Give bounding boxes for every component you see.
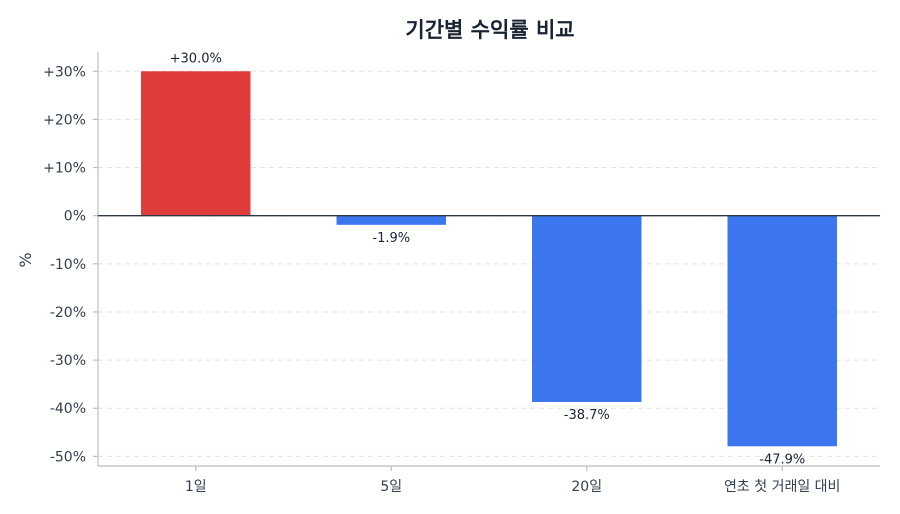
x-tick-label: 20일 [571, 479, 602, 495]
y-tick-label: 0% [64, 209, 86, 225]
bar [727, 215, 837, 447]
axes [93, 52, 880, 471]
y-tick-label: -10% [50, 257, 86, 273]
y-tick-label: -40% [50, 401, 86, 417]
bar [336, 215, 446, 225]
chart-title: 기간별 수익률 비교 [405, 18, 574, 42]
data-label: +30.0% [170, 51, 222, 66]
data-label: -38.7% [564, 408, 610, 423]
y-tick-label: +10% [43, 161, 86, 177]
y-tick-label: -20% [50, 305, 86, 321]
bar [141, 71, 251, 216]
data-label: -47.9% [759, 452, 805, 467]
x-tick-label: 5일 [380, 479, 402, 495]
bars [141, 71, 837, 447]
y-axis-label: % [16, 252, 35, 267]
x-tick-label: 연초 첫 거래일 대비 [724, 479, 840, 495]
y-tick-label: -50% [50, 449, 86, 465]
y-tick-label: +30% [43, 64, 86, 80]
data-label: -1.9% [372, 231, 410, 246]
x-tick-label: 1일 [185, 479, 207, 495]
labels: +30% +20% +10% 0% -10% -20% -30% -40% -50% +30.0%… [43, 51, 840, 495]
bar [532, 215, 642, 402]
y-tick-label: -30% [50, 353, 86, 369]
y-tick-label: +20% [43, 112, 86, 128]
